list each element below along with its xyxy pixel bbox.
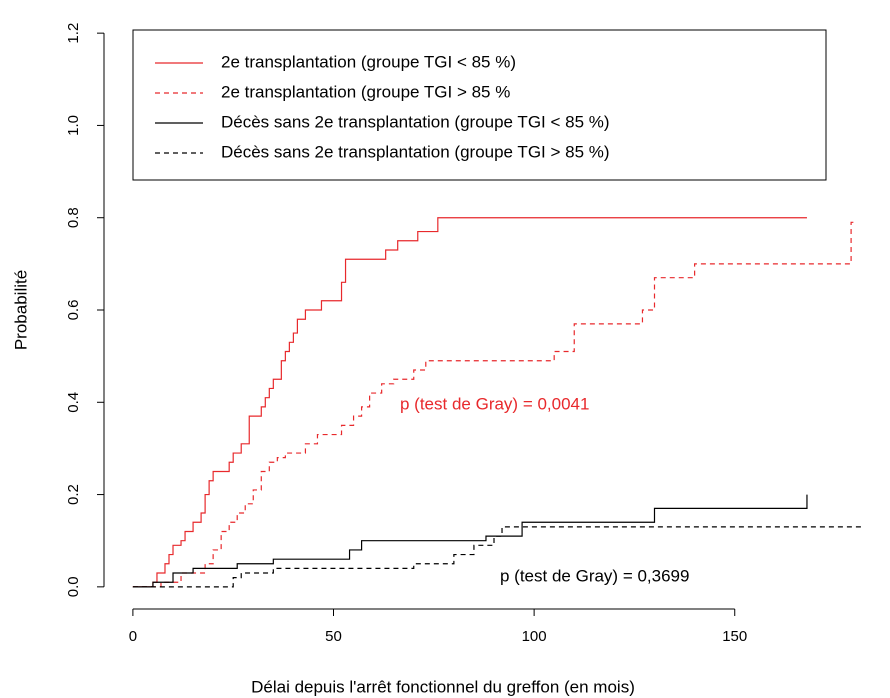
legend-label: Décès sans 2e transplantation (groupe TG… xyxy=(221,142,610,161)
y-tick-label: 1.2 xyxy=(65,23,82,44)
annotation: p (test de Gray) = 0,0041 xyxy=(400,394,589,413)
y-tick-label: 0.4 xyxy=(65,392,82,413)
x-tick-label: 100 xyxy=(522,628,547,645)
legend-label: 2e transplantation (groupe TGI > 85 % xyxy=(221,82,510,101)
x-tick-label: 150 xyxy=(722,628,747,645)
legend-label: Décès sans 2e transplantation (groupe TG… xyxy=(221,112,610,131)
x-axis-label: Délai depuis l'arrêt fonctionnel du gref… xyxy=(251,677,635,696)
step-line xyxy=(132,526,864,588)
legend-label: 2e transplantation (groupe TGI < 85 %) xyxy=(221,52,516,71)
x-tick-label: 50 xyxy=(325,628,342,645)
step-line xyxy=(132,494,808,588)
y-tick-label: 0.8 xyxy=(65,207,82,228)
annotation: p (test de Gray) = 0,3699 xyxy=(500,566,689,585)
y-tick-label: 0.6 xyxy=(65,300,82,321)
x-tick-label: 0 xyxy=(129,628,137,645)
y-tick-label: 1.0 xyxy=(65,115,82,136)
y-tick-label: 0.0 xyxy=(65,576,82,597)
y-tick-label: 0.2 xyxy=(65,484,82,505)
legend-box xyxy=(132,29,827,181)
step-line xyxy=(132,217,807,588)
y-axis-label: Probabilité xyxy=(11,270,30,350)
